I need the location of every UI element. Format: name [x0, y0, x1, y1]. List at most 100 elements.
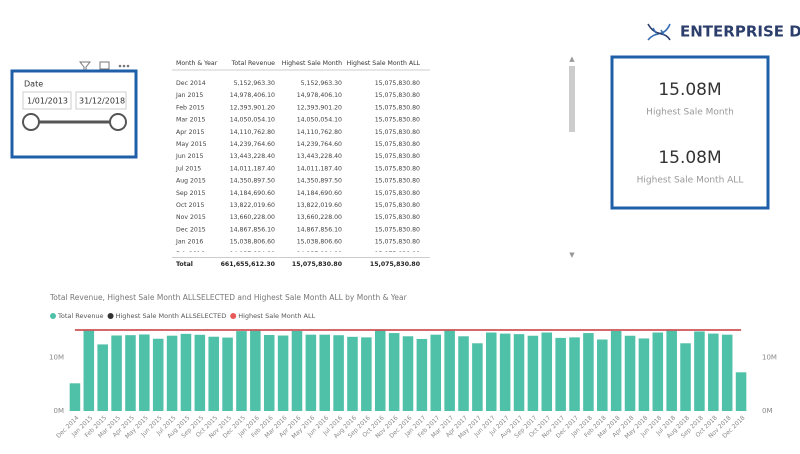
table-cell: 15,075,830.80 — [375, 178, 420, 185]
table-cell: 15,038,806.60 — [297, 239, 342, 246]
legend-swatch — [50, 313, 56, 319]
table-cell: 12,393,901.20 — [297, 104, 342, 111]
table-cell: 15,075,830.80 — [375, 214, 420, 221]
legend-label: Total Revenue — [57, 312, 104, 320]
table-cell: Sep 2015 — [176, 190, 205, 197]
table-cell: 14,050,054.10 — [297, 117, 342, 124]
bar — [680, 343, 691, 411]
bar — [180, 333, 192, 411]
table-cell: Apr 2015 — [176, 129, 204, 136]
table-cell: 12,393,901.20 — [230, 104, 275, 111]
table-cell: 13,822,019.60 — [297, 202, 342, 209]
table-cell: 15,075,830.80 — [375, 165, 420, 172]
table-cell: 14,350,897.50 — [230, 178, 275, 185]
bar — [402, 336, 414, 411]
table-cell: 15,075,830.80 — [375, 153, 420, 160]
bar — [374, 330, 386, 411]
table-cell: 15,075,830.80 — [375, 226, 420, 233]
y2-tick-label: 10M — [762, 353, 777, 361]
bar — [597, 339, 608, 411]
table-cell: Mar 2015 — [176, 117, 205, 124]
bar — [222, 337, 233, 411]
table-cell: 14,239,764.60 — [230, 141, 275, 148]
row-clip — [172, 252, 430, 257]
table-cell: 15,075,830.80 — [375, 92, 420, 99]
slicer-start: 1/01/2013 — [27, 97, 68, 106]
table-cell: 15,038,806.60 — [230, 239, 275, 246]
column-header: Highest Sale Month ALL — [347, 60, 421, 67]
bar — [250, 330, 261, 411]
table-cell: 14,867,856.10 — [297, 226, 342, 233]
bar — [139, 334, 150, 411]
scroll-up[interactable]: ▲ — [569, 55, 575, 63]
table-cell: 15,075,830.80 — [375, 117, 420, 124]
card-value: 15.08M — [658, 80, 721, 100]
table-cell: 14,011,187.40 — [297, 165, 342, 172]
bar — [694, 331, 705, 411]
bar — [291, 330, 303, 411]
bar — [527, 335, 539, 411]
total-cell: 661,655,612.30 — [221, 261, 276, 268]
bar — [555, 337, 566, 411]
bar — [97, 344, 108, 411]
table-cell: 14,978,406.10 — [297, 92, 342, 99]
bar — [583, 333, 594, 411]
slider-handle[interactable] — [22, 113, 40, 131]
table-cell: 15,075,830.80 — [375, 190, 420, 197]
table-cell: Oct 2015 — [176, 202, 204, 209]
bar — [485, 332, 497, 411]
table-cell: Feb 2015 — [176, 104, 205, 111]
table-cell: 14,110,762.80 — [230, 129, 275, 136]
bar — [347, 336, 358, 411]
table-cell: 14,184,690.60 — [297, 190, 342, 197]
table-cell: 15,075,830.80 — [375, 141, 420, 148]
end-box[interactable] — [75, 91, 127, 110]
table-cell: Jan 2015 — [175, 92, 203, 99]
card-value: 15.08M — [658, 148, 721, 168]
bar — [83, 330, 95, 411]
bar — [236, 331, 247, 411]
column-header: Month & Year — [176, 60, 218, 67]
y2-tick-label: 0M — [762, 407, 773, 415]
bar — [305, 334, 317, 411]
bar — [541, 332, 553, 411]
bar — [194, 334, 206, 411]
scroll-down[interactable]: ▼ — [569, 251, 575, 259]
table-cell: 13,443,228.40 — [297, 153, 342, 160]
table-cell: Dec 2014 — [176, 80, 206, 87]
table-cell: 14,050,054.10 — [230, 117, 275, 124]
table-cell: 15,075,830.80 — [375, 80, 420, 87]
table-cell: Aug 2015 — [176, 178, 206, 185]
table-cell: 14,867,856.10 — [230, 226, 275, 233]
bar — [111, 335, 122, 411]
table-cell: 13,660,228.00 — [230, 214, 275, 221]
table-cell: Nov 2015 — [176, 214, 206, 221]
bar — [708, 333, 719, 411]
bar — [638, 338, 650, 411]
bar — [125, 335, 136, 411]
legend-label: Highest Sale Month ALL — [238, 312, 315, 320]
bar — [69, 383, 81, 411]
y-tick-label: 10M — [49, 353, 64, 361]
bar — [444, 330, 455, 411]
table-cell: 13,443,228.40 — [230, 153, 275, 160]
logo-text: ENTERPRISE DNA — [680, 23, 800, 41]
table-cell: 5,152,963.30 — [301, 80, 342, 87]
bar — [652, 332, 664, 411]
scrollbar-thumb[interactable] — [569, 66, 575, 132]
table-cell: 5,152,963.30 — [234, 80, 275, 87]
table-cell: 15,075,830.80 — [375, 239, 420, 246]
table-cell: 14,011,187.40 — [230, 165, 275, 172]
bar — [499, 333, 511, 411]
table-cell: 14,350,897.50 — [297, 178, 342, 185]
bar — [513, 334, 525, 411]
logo-icon — [647, 23, 671, 41]
card-frame — [610, 55, 770, 210]
table-cell: Jan 2016 — [175, 239, 203, 246]
bar — [333, 335, 344, 411]
table-cell: 13,660,228.00 — [297, 214, 342, 221]
start-box[interactable] — [22, 91, 72, 110]
slider-handle[interactable] — [109, 113, 127, 131]
table-cell: 13,822,019.60 — [230, 202, 275, 209]
